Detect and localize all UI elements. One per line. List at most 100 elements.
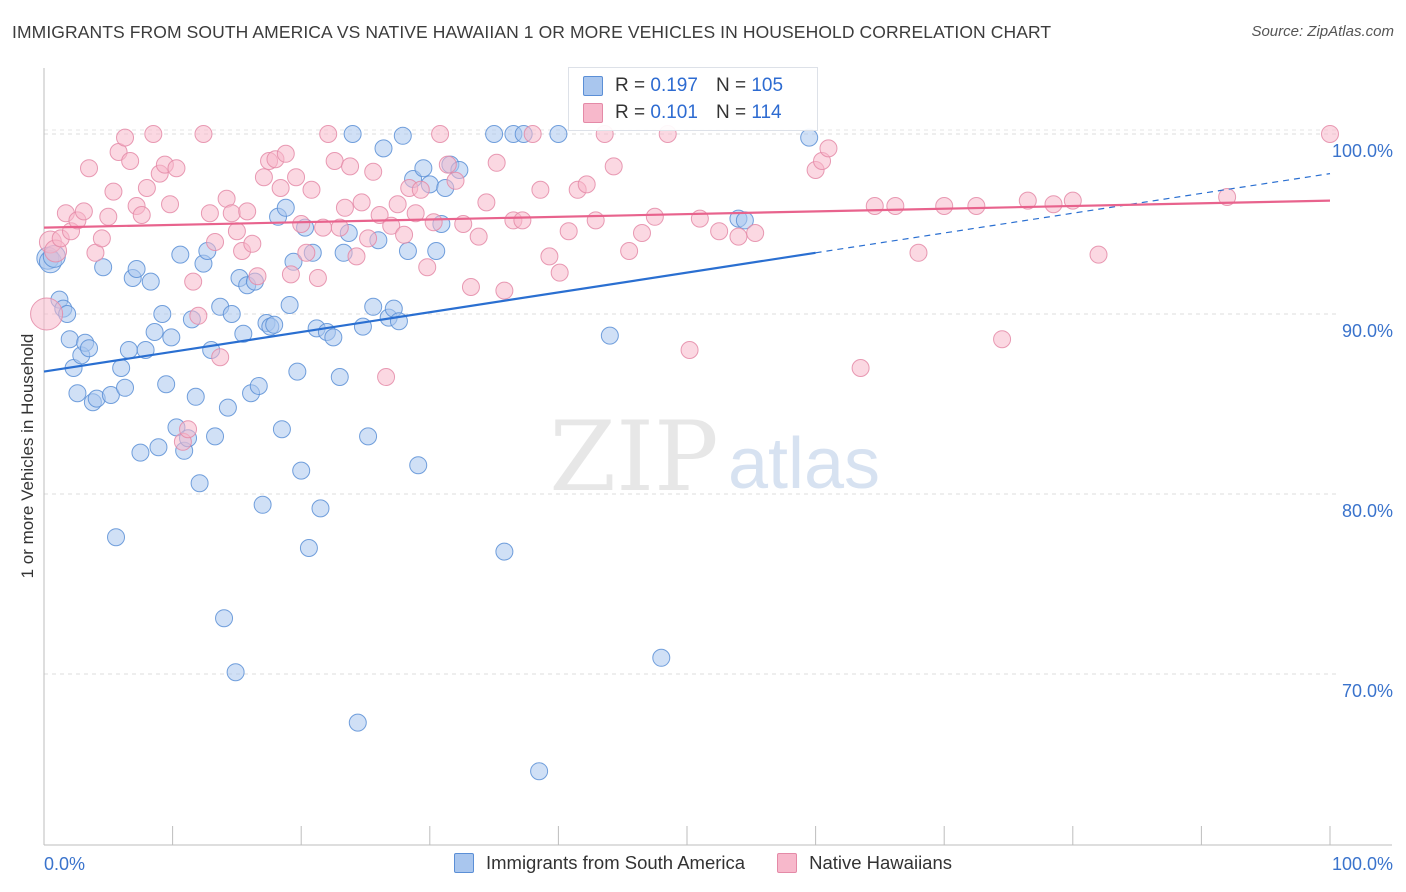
axis-layer: [43, 68, 1392, 846]
legend-n-label: N =: [715, 75, 747, 96]
point-native-hawaiian: [352, 193, 371, 212]
point-native-hawaiian: [206, 233, 225, 251]
point-native-hawaiian: [411, 180, 430, 199]
point-native-hawaiian: [680, 341, 699, 359]
point-native-hawaiian: [851, 359, 870, 377]
x-tick-label-max: 100.0%: [1332, 854, 1393, 874]
point-south-america: [116, 378, 135, 397]
point-native-hawaiian: [645, 207, 664, 226]
point-native-hawaiian: [248, 267, 267, 286]
point-south-america: [485, 125, 504, 143]
point-native-hawaiian: [227, 222, 246, 241]
bottom-legend-item-blue: Immigrants from South America: [453, 852, 745, 874]
point-native-hawaiian: [194, 125, 213, 143]
point-native-hawaiian: [104, 182, 123, 201]
point-south-america: [162, 328, 181, 347]
point-native-hawaiian: [364, 162, 383, 181]
trend-line-south-america: [43, 251, 816, 373]
point-native-hawaiian: [377, 368, 396, 386]
point-south-america: [299, 539, 318, 557]
point-native-hawaiian: [144, 125, 163, 143]
point-south-america: [145, 323, 164, 341]
point-native-hawaiian: [161, 195, 180, 214]
point-native-hawaiian: [335, 198, 354, 217]
series-native-hawaiians: [30, 125, 1339, 451]
point-native-hawaiian: [292, 215, 311, 233]
legend-swatch-blue: [583, 76, 603, 96]
point-native-hawaiian: [341, 157, 360, 176]
point-native-hawaiian: [189, 306, 208, 325]
point-south-america: [265, 315, 284, 334]
point-south-america: [374, 139, 393, 158]
point-native-hawaiian: [710, 222, 729, 241]
point-native-hawaiian: [819, 139, 838, 158]
legend-row-pink: R = 0.101 N = 114: [583, 101, 782, 125]
point-south-america: [131, 443, 150, 462]
point-south-america: [226, 663, 245, 682]
point-south-america: [215, 609, 234, 628]
legend-row-blue: R = 0.197 N = 105: [583, 74, 783, 98]
point-native-hawaiian: [469, 227, 488, 246]
point-native-hawaiian: [967, 197, 986, 215]
point-native-hawaiian: [74, 202, 93, 221]
point-south-america: [311, 499, 330, 518]
point-south-america: [280, 296, 299, 314]
point-native-hawaiian: [886, 197, 905, 215]
point-native-hawaiian: [281, 265, 300, 284]
y-axis-title: 1 or more Vehicles in Household: [18, 333, 37, 579]
point-native-hawaiian: [243, 234, 262, 253]
point-native-hawaiian: [99, 207, 118, 226]
point-native-hawaiian: [388, 195, 407, 214]
legend-r-value-pink: 0.101: [650, 102, 698, 123]
point-south-america: [253, 495, 272, 514]
point-south-america: [153, 305, 172, 323]
point-native-hawaiian: [438, 155, 457, 174]
point-south-america: [348, 713, 367, 732]
legend-n-value-pink: 114: [751, 102, 782, 123]
point-south-america: [359, 427, 378, 446]
point-native-hawaiian: [865, 197, 884, 215]
point-south-america: [206, 427, 225, 446]
point-south-america: [549, 125, 568, 143]
point-native-hawaiian: [238, 202, 257, 221]
point-native-hawaiian: [540, 247, 559, 266]
point-south-america: [222, 305, 241, 323]
bottom-legend-swatch-pink: [777, 853, 798, 873]
point-native-hawaiian: [297, 243, 316, 262]
point-native-hawaiian: [200, 204, 219, 223]
point-south-america: [393, 126, 412, 145]
point-south-america: [343, 125, 362, 143]
point-south-america: [112, 359, 131, 377]
point-native-hawaiian: [80, 159, 99, 178]
trend-line-south-america-extension: [815, 173, 1331, 254]
point-south-america: [427, 242, 446, 260]
point-native-hawaiian: [179, 420, 198, 439]
bottom-legend-swatch-blue: [453, 853, 474, 873]
point-native-hawaiian: [184, 272, 203, 291]
trend-layer: [43, 173, 1331, 373]
legend-r-label: R =: [615, 102, 646, 123]
point-south-america: [398, 242, 417, 260]
point-native-hawaiian: [523, 125, 542, 143]
point-native-hawaiian: [330, 218, 349, 237]
point-south-america: [157, 375, 176, 394]
legend-r-value-blue: 0.197: [650, 75, 698, 96]
point-south-america: [101, 386, 120, 404]
legend-swatch-pink: [583, 103, 603, 123]
point-native-hawaiian: [276, 144, 295, 163]
point-south-america: [276, 198, 295, 217]
point-south-america: [330, 368, 349, 386]
watermark-atlas: atlas: [728, 424, 880, 504]
point-south-america: [171, 245, 190, 264]
point-south-america: [218, 398, 237, 417]
point-south-america: [414, 159, 433, 178]
point-native-hawaiian: [513, 211, 532, 230]
point-native-hawaiian: [116, 128, 135, 147]
x-tick-label-min: 0.0%: [44, 854, 85, 874]
point-native-hawaiian: [424, 213, 443, 232]
point-south-america: [530, 762, 549, 781]
point-native-hawaiian: [1044, 195, 1063, 214]
point-south-america: [80, 339, 99, 358]
point-south-america: [127, 260, 146, 278]
